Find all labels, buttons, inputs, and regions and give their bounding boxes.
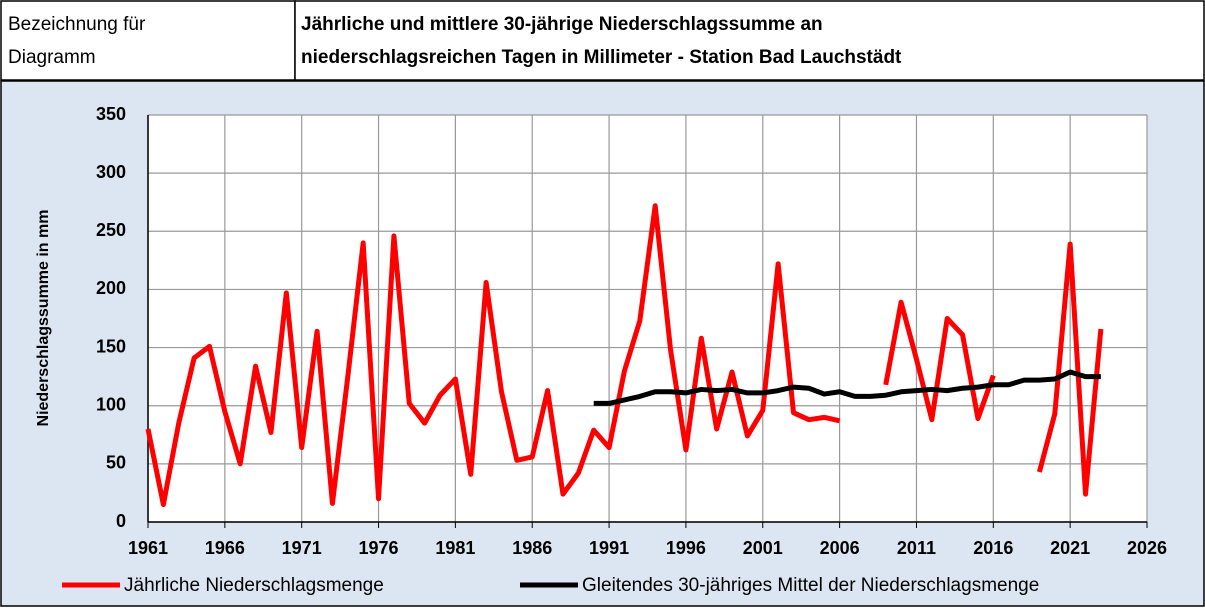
y-axis-label: Niederschlagssumme in mm — [35, 210, 52, 427]
title-line: Jährliche und mittlere 30-jährige Nieder… — [301, 14, 823, 35]
series-line — [145, 203, 1104, 508]
label-line: Diagramm — [8, 47, 96, 68]
x-tick-label: 1986 — [512, 538, 552, 558]
legend-label: Gleitendes 30-jähriges Mittel der Nieder… — [582, 575, 1039, 596]
x-tick-label: 1991 — [589, 538, 629, 558]
x-tick-label: 2001 — [743, 538, 783, 558]
title-line: niederschlagsreichen Tagen in Millimeter… — [301, 47, 902, 68]
y-tick-label: 200 — [96, 278, 126, 298]
y-tick-label: 350 — [96, 104, 126, 124]
x-tick-label: 2011 — [897, 538, 936, 558]
x-tick-label: 1976 — [359, 538, 399, 558]
plot-area — [148, 115, 1147, 522]
x-tick-label: 2026 — [1127, 538, 1167, 558]
series-line — [593, 369, 1101, 406]
x-tick-label: 2006 — [820, 538, 860, 558]
x-tick-label: 2021 — [1050, 538, 1090, 558]
x-tick-label: 2016 — [973, 538, 1013, 558]
label-cell — [0, 0, 296, 81]
y-tick-label: 100 — [96, 394, 126, 414]
title-cell — [294, 0, 1205, 81]
x-tick-label: 1981 — [435, 538, 475, 558]
label-line: Bezeichnung für — [8, 14, 146, 35]
y-tick-label: 0 — [116, 511, 126, 531]
legend-label: Jährliche Niederschlagsmenge — [124, 575, 384, 596]
x-tick-label: 1966 — [205, 538, 245, 558]
y-tick-label: 150 — [96, 336, 126, 356]
x-tick-label: 1961 — [128, 538, 168, 558]
y-tick-label: 300 — [96, 162, 126, 182]
y-tick-label: 250 — [96, 220, 126, 240]
x-tick-label: 1996 — [666, 538, 706, 558]
x-tick-label: 1971 — [282, 538, 322, 558]
y-tick-label: 50 — [106, 453, 126, 473]
